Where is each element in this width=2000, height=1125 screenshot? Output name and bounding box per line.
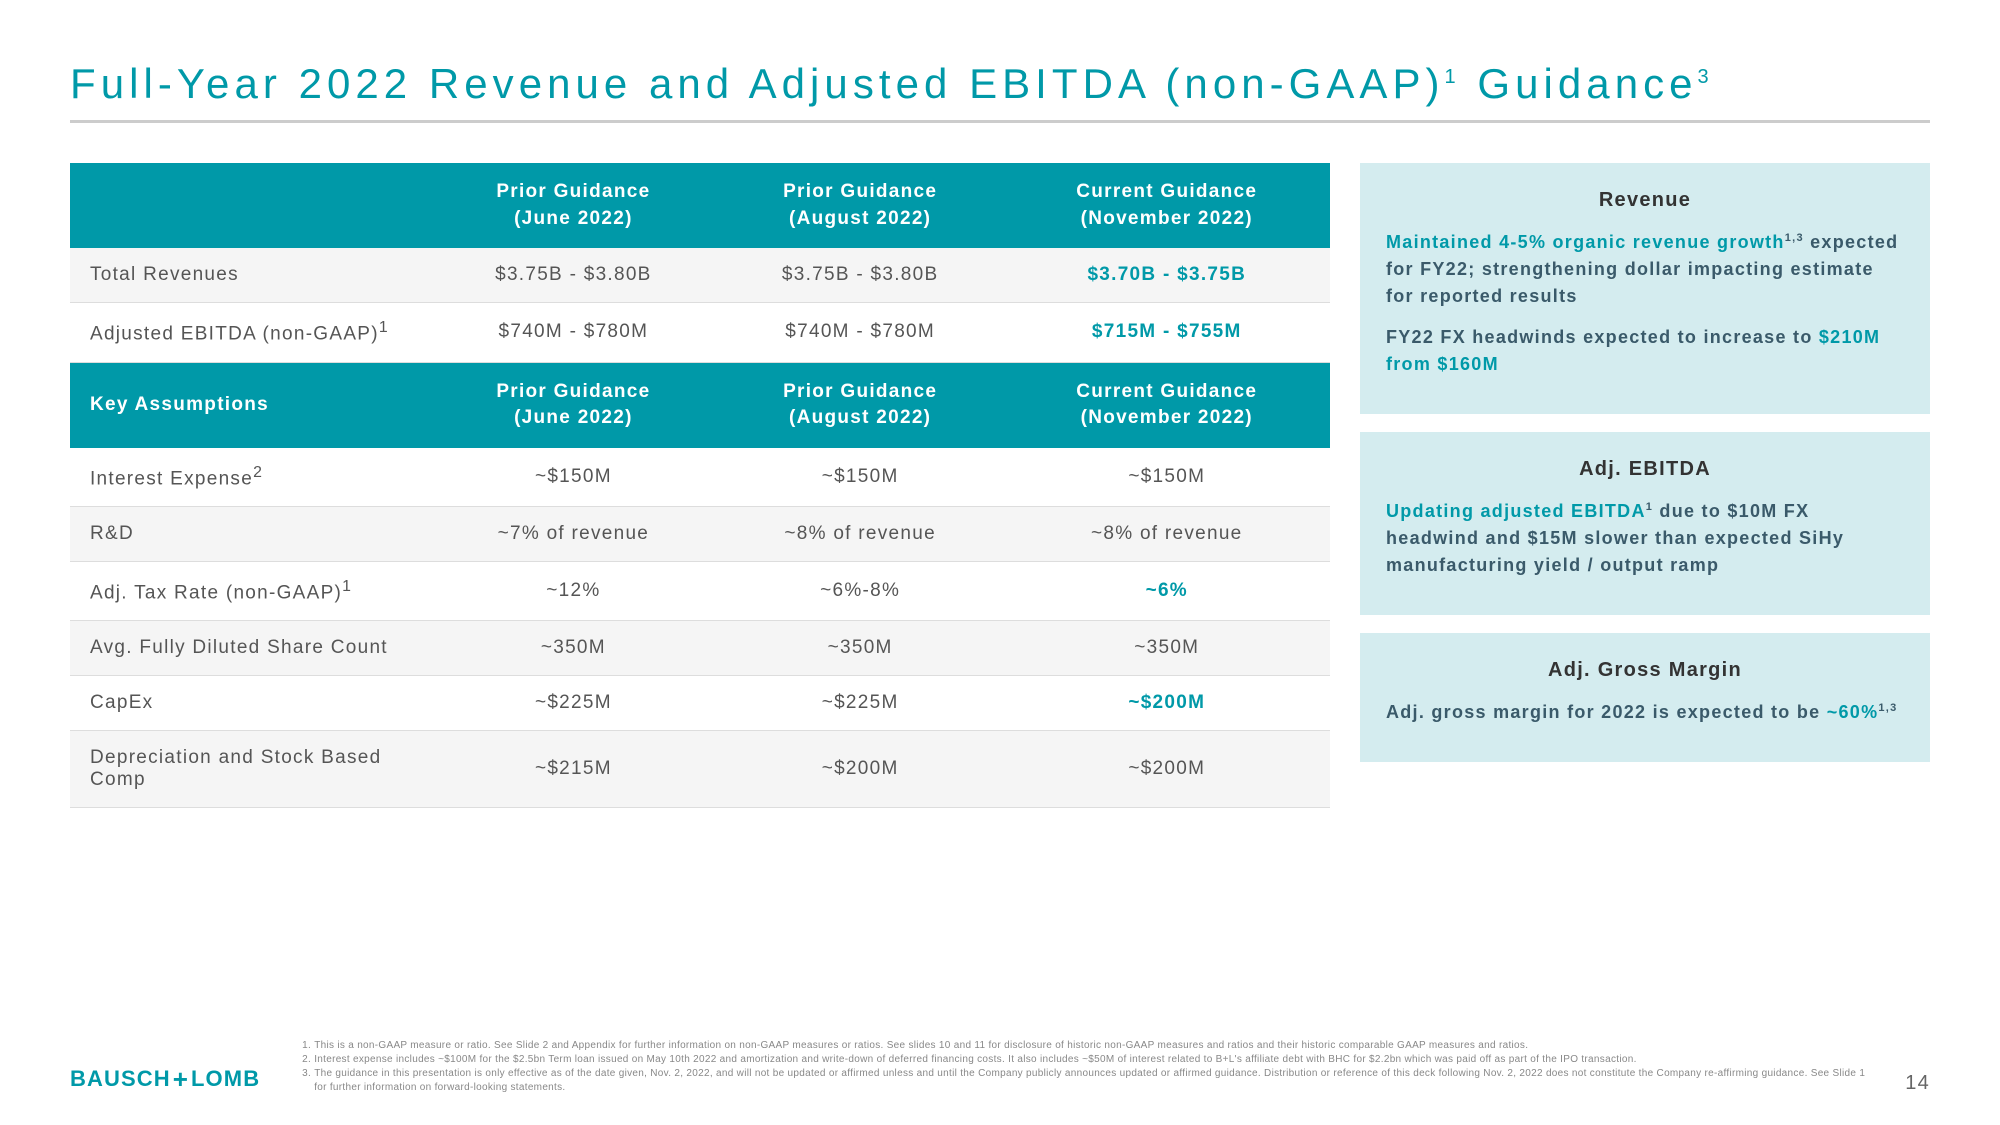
cell: ~$225M [430, 676, 717, 731]
guidance-table: Prior Guidance(June 2022) Prior Guidance… [70, 163, 1330, 808]
table-row: Adjusted EBITDA (non-GAAP)1 $740M - $780… [70, 303, 1330, 362]
cell: ~350M [430, 621, 717, 676]
margin-box: Adj. Gross Margin Adj. gross margin for … [1360, 633, 1930, 762]
footnotes: This is a non-GAAP measure or ratio. See… [300, 1039, 1865, 1095]
cell: ~8% of revenue [717, 507, 1004, 562]
cell: ~$200M [717, 731, 1004, 808]
section-col: Prior Guidance(August 2022) [717, 362, 1004, 448]
table-row: Total Revenues $3.75B - $3.80B $3.75B - … [70, 248, 1330, 303]
cell: ~8% of revenue [1004, 507, 1330, 562]
cell-current: ~$200M [1004, 676, 1330, 731]
footnote: Interest expense includes ~$100M for the… [314, 1053, 1865, 1067]
row-label: R&D [70, 507, 430, 562]
box-title: Adj. EBITDA [1386, 454, 1904, 484]
cell: $3.75B - $3.80B [717, 248, 1004, 303]
side-boxes: Revenue Maintained 4-5% organic revenue … [1360, 163, 1930, 808]
cell: ~6%-8% [717, 562, 1004, 621]
section-col: Current Guidance(November 2022) [1004, 362, 1330, 448]
col-current-nov: Current Guidance(November 2022) [1004, 163, 1330, 248]
box-title: Adj. Gross Margin [1386, 655, 1904, 685]
box-text: Maintained 4-5% organic revenue growth1,… [1386, 229, 1904, 310]
table-row: R&D ~7% of revenue ~8% of revenue ~8% of… [70, 507, 1330, 562]
slide-title: Full-Year 2022 Revenue and Adjusted EBIT… [70, 60, 1930, 108]
cell: ~$150M [1004, 448, 1330, 507]
cell: $3.75B - $3.80B [430, 248, 717, 303]
cell: $740M - $780M [430, 303, 717, 362]
cell-current: ~6% [1004, 562, 1330, 621]
col-prior-june: Prior Guidance(June 2022) [430, 163, 717, 248]
page-number: 14 [1905, 1072, 1930, 1095]
col-blank [70, 163, 430, 248]
content-area: Prior Guidance(June 2022) Prior Guidance… [70, 163, 1930, 808]
cell: ~$150M [430, 448, 717, 507]
row-label: Adjusted EBITDA (non-GAAP)1 [70, 303, 430, 362]
section-col: Prior Guidance(June 2022) [430, 362, 717, 448]
ebitda-box: Adj. EBITDA Updating adjusted EBITDA1 du… [1360, 432, 1930, 615]
row-label: CapEx [70, 676, 430, 731]
cell: ~12% [430, 562, 717, 621]
plus-icon: + [173, 1064, 189, 1095]
box-title: Revenue [1386, 185, 1904, 215]
cell: ~350M [717, 621, 1004, 676]
footnote: This is a non-GAAP measure or ratio. See… [314, 1039, 1865, 1053]
section-label: Key Assumptions [70, 362, 430, 448]
row-label: Avg. Fully Diluted Share Count [70, 621, 430, 676]
cell: ~350M [1004, 621, 1330, 676]
table-row: Depreciation and Stock Based Comp ~$215M… [70, 731, 1330, 808]
footnote: The guidance in this presentation is onl… [314, 1067, 1865, 1095]
row-label: Adj. Tax Rate (non-GAAP)1 [70, 562, 430, 621]
row-label: Interest Expense2 [70, 448, 430, 507]
box-text: Adj. gross margin for 2022 is expected t… [1386, 699, 1904, 726]
title-divider [70, 120, 1930, 123]
row-label: Depreciation and Stock Based Comp [70, 731, 430, 808]
cell: ~$215M [430, 731, 717, 808]
company-logo: BAUSCH+LOMB [70, 1064, 260, 1095]
table-row: CapEx ~$225M ~$225M ~$200M [70, 676, 1330, 731]
row-label: Total Revenues [70, 248, 430, 303]
section-header-row: Key Assumptions Prior Guidance(June 2022… [70, 362, 1330, 448]
cell-current: $3.70B - $3.75B [1004, 248, 1330, 303]
col-prior-august: Prior Guidance(August 2022) [717, 163, 1004, 248]
table-header-row: Prior Guidance(June 2022) Prior Guidance… [70, 163, 1330, 248]
cell: ~$150M [717, 448, 1004, 507]
cell: ~$225M [717, 676, 1004, 731]
box-text: Updating adjusted EBITDA1 due to $10M FX… [1386, 498, 1904, 579]
table-row: Interest Expense2 ~$150M ~$150M ~$150M [70, 448, 1330, 507]
cell: ~7% of revenue [430, 507, 717, 562]
revenue-box: Revenue Maintained 4-5% organic revenue … [1360, 163, 1930, 414]
cell-current: $715M - $755M [1004, 303, 1330, 362]
cell: ~$200M [1004, 731, 1330, 808]
footer: BAUSCH+LOMB This is a non-GAAP measure o… [70, 1039, 1930, 1095]
cell: $740M - $780M [717, 303, 1004, 362]
box-text: FY22 FX headwinds expected to increase t… [1386, 324, 1904, 378]
table-row: Adj. Tax Rate (non-GAAP)1 ~12% ~6%-8% ~6… [70, 562, 1330, 621]
table-row: Avg. Fully Diluted Share Count ~350M ~35… [70, 621, 1330, 676]
